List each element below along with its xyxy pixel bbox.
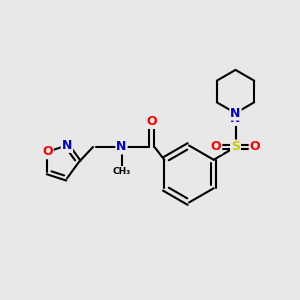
Text: N: N xyxy=(230,112,241,125)
Text: O: O xyxy=(146,115,157,128)
Text: N: N xyxy=(230,106,241,120)
Text: N: N xyxy=(116,140,127,154)
Text: S: S xyxy=(231,140,240,154)
Text: CH₃: CH₃ xyxy=(112,167,130,176)
Text: O: O xyxy=(211,140,221,154)
Text: O: O xyxy=(42,145,53,158)
Text: N: N xyxy=(62,139,72,152)
Text: O: O xyxy=(250,140,260,154)
